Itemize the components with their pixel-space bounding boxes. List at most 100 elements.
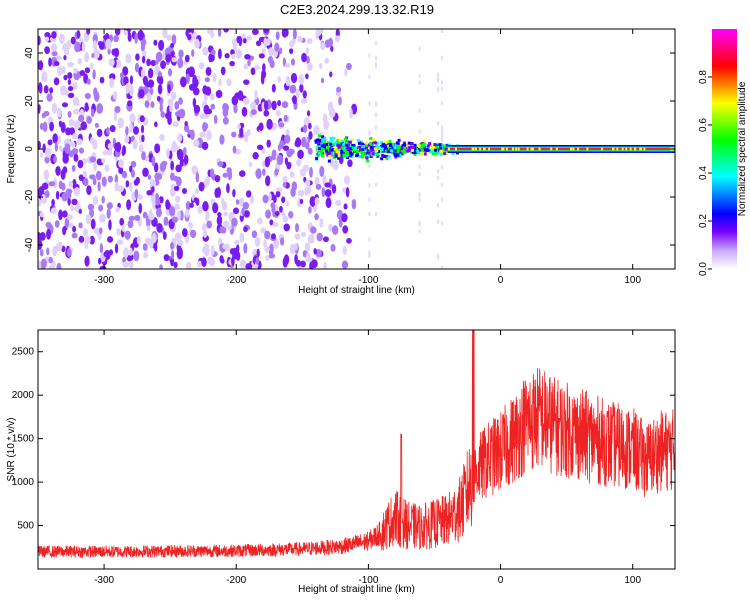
noise-cell <box>39 211 44 218</box>
noise-cell <box>202 46 209 56</box>
carrier-spark <box>517 147 520 151</box>
noise-cell <box>85 214 92 225</box>
noise-cell <box>265 255 270 261</box>
carrier-spark <box>483 147 486 151</box>
noise-cell <box>231 217 238 227</box>
carrier-spark <box>572 147 575 151</box>
noise-cell <box>84 104 90 112</box>
noise-cell <box>268 253 276 259</box>
band-cell <box>336 141 340 145</box>
noise-cell <box>147 174 152 180</box>
band-cell <box>393 151 397 155</box>
noise-cell <box>304 179 311 187</box>
noise-cell <box>187 33 192 41</box>
noise-cell <box>56 262 62 269</box>
band-cell <box>418 153 422 157</box>
band-cell <box>429 146 433 150</box>
band-cell <box>444 151 448 155</box>
noise-cell <box>129 75 134 85</box>
band-cell <box>380 147 384 151</box>
noise-cell <box>92 177 97 186</box>
noise-cell <box>107 148 113 156</box>
noise-streak <box>418 74 421 79</box>
noise-cell <box>282 256 288 268</box>
band-cell <box>400 147 404 151</box>
carrier-spark <box>629 147 632 151</box>
noise-cell <box>53 155 58 163</box>
band-cell <box>440 142 444 146</box>
noise-cell <box>281 29 288 38</box>
noise-cell <box>170 43 175 49</box>
noise-cell <box>307 234 315 244</box>
noise-cell <box>58 209 63 221</box>
noise-cell <box>281 196 286 204</box>
noise-cell <box>174 101 180 110</box>
noise-cell <box>111 48 118 56</box>
noise-cell <box>126 254 133 262</box>
band-cell <box>410 142 414 146</box>
band-cell <box>396 153 400 157</box>
noise-cell <box>90 108 95 118</box>
noise-cell <box>265 38 271 44</box>
band-cell <box>344 137 348 141</box>
noise-cell <box>277 144 282 152</box>
band-cell <box>394 149 398 153</box>
band-cell <box>366 146 370 150</box>
noise-cell <box>118 158 124 168</box>
noise-cell <box>345 187 350 198</box>
noise-cell <box>215 89 223 99</box>
band-cell <box>423 152 427 156</box>
noise-cell <box>138 89 145 99</box>
noise-cell <box>140 43 145 52</box>
noise-cell <box>84 67 91 74</box>
noise-streak <box>441 128 444 133</box>
noise-cell <box>66 214 73 221</box>
noise-streak <box>441 265 444 269</box>
noise-cell <box>335 199 342 206</box>
noise-cell <box>78 147 85 154</box>
noise-cell <box>53 61 60 67</box>
noise-cell <box>114 29 121 36</box>
noise-cell <box>297 189 305 197</box>
noise-cell <box>275 191 281 198</box>
noise-cell <box>40 194 46 205</box>
noise-cell <box>190 229 197 239</box>
noise-streak <box>441 132 444 137</box>
noise-cell <box>61 210 68 218</box>
noise-cell <box>290 187 296 198</box>
snr-series-line <box>38 330 675 559</box>
noise-cell <box>67 110 72 118</box>
noise-cell <box>320 77 325 84</box>
band-cell <box>338 138 342 142</box>
carrier-spark <box>505 147 508 151</box>
noise-cell <box>289 243 296 255</box>
noise-cell <box>160 60 166 70</box>
noise-streak <box>368 211 371 216</box>
noise-cell <box>85 255 90 266</box>
x-tick-label: 100 <box>624 575 641 586</box>
band-cell <box>355 154 359 158</box>
noise-cell <box>71 164 76 172</box>
noise-cell <box>272 222 279 228</box>
noise-cell <box>153 242 158 252</box>
x-tick-label: -300 <box>94 575 114 586</box>
band-cell <box>380 157 384 161</box>
noise-cell <box>263 29 270 34</box>
band-cell <box>427 144 431 148</box>
noise-streak <box>441 80 444 85</box>
band-cell <box>327 159 331 163</box>
noise-cell <box>78 222 83 229</box>
noise-cell <box>290 58 296 66</box>
noise-cell <box>107 236 114 243</box>
noise-cell <box>262 63 266 73</box>
band-cell <box>356 139 360 143</box>
noise-cell <box>332 160 339 171</box>
noise-cell <box>194 38 200 49</box>
noise-cell <box>99 227 103 235</box>
noise-cell <box>275 110 281 117</box>
noise-cell <box>61 65 66 75</box>
noise-cell <box>247 59 251 67</box>
band-cell <box>317 134 321 138</box>
noise-cell <box>90 62 94 70</box>
noise-cell <box>66 248 72 257</box>
